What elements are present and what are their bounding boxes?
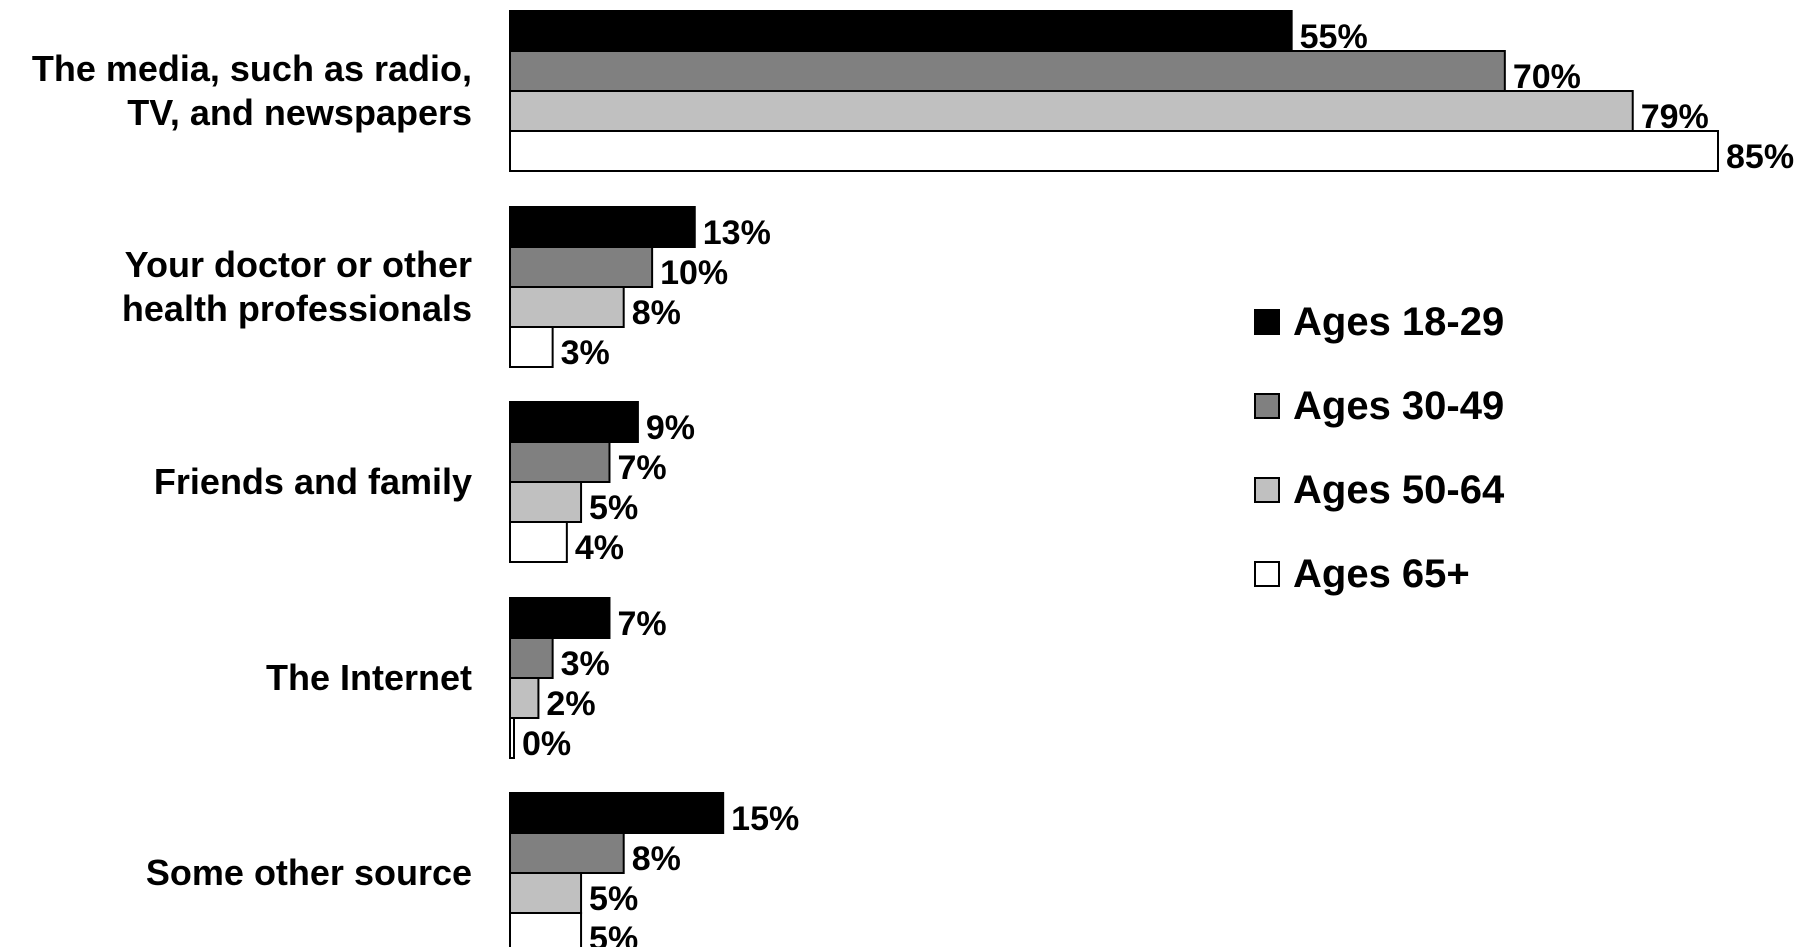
data-label-3-3: 5% [589,489,638,527]
category-label-4: The Internet [266,657,472,698]
legend-swatch-1 [1254,309,1280,335]
bar-2-3 [509,441,611,483]
bar-3-1 [509,90,1634,132]
bar-3-5 [509,872,583,914]
bar-1-5 [509,792,725,834]
data-label-2-2: 10% [660,254,728,292]
legend-label-4: Ages 65+ [1293,552,1470,596]
legend-swatch-4 [1254,561,1280,587]
bar-4-4 [509,717,515,759]
category-label-1-line-2: TV, and newspapers [127,92,472,133]
legend-label-1: Ages 18-29 [1293,300,1504,344]
data-label-1-5: 15% [731,800,799,838]
data-label-4-4: 0% [522,725,571,763]
category-label-2-line-1: Your doctor or other [125,244,472,285]
data-label-2-1: 70% [1513,58,1581,96]
legend-label-2: Ages 30-49 [1293,384,1504,428]
bar-1-3 [509,401,639,443]
bar-2-1 [509,50,1506,92]
bar-3-4 [509,677,540,719]
legend-label-3: Ages 50-64 [1293,468,1505,512]
data-label-1-2: 13% [703,214,771,252]
bar-1-1 [509,10,1293,52]
data-label-3-2: 8% [632,294,681,332]
data-label-4-1: 85% [1726,138,1794,176]
data-label-4-5: 5% [589,920,638,947]
bar-3-2 [509,286,625,328]
legend-swatch-2 [1254,393,1280,419]
data-label-1-4: 7% [617,605,666,643]
data-label-3-5: 5% [589,880,638,918]
data-label-3-4: 2% [546,685,595,723]
data-label-3-1: 79% [1641,98,1709,136]
data-label-1-3: 9% [646,409,695,447]
category-label-5: Some other source [146,852,472,893]
bar-2-5 [509,832,625,874]
category-label-1-line-1: The media, such as radio, [32,48,472,89]
bar-4-5 [509,912,583,952]
data-label-2-3: 7% [617,449,666,487]
bar-3-3 [509,481,583,523]
data-label-2-5: 8% [632,840,681,878]
bar-4-1 [509,130,1719,172]
data-label-2-4: 3% [561,645,610,683]
bar-2-2 [509,246,654,288]
data-label-4-3: 4% [575,529,624,567]
legend-swatch-3 [1254,477,1280,503]
category-label-2-line-2: health professionals [122,288,472,329]
data-label-4-2: 3% [561,334,610,372]
bar-4-3 [509,521,568,563]
bar-2-4 [509,637,554,679]
bar-1-4 [509,597,611,639]
data-label-1-1: 55% [1300,18,1368,56]
bar-4-2 [509,326,554,368]
bar-1-2 [509,206,696,248]
category-label-3: Friends and family [154,461,472,502]
